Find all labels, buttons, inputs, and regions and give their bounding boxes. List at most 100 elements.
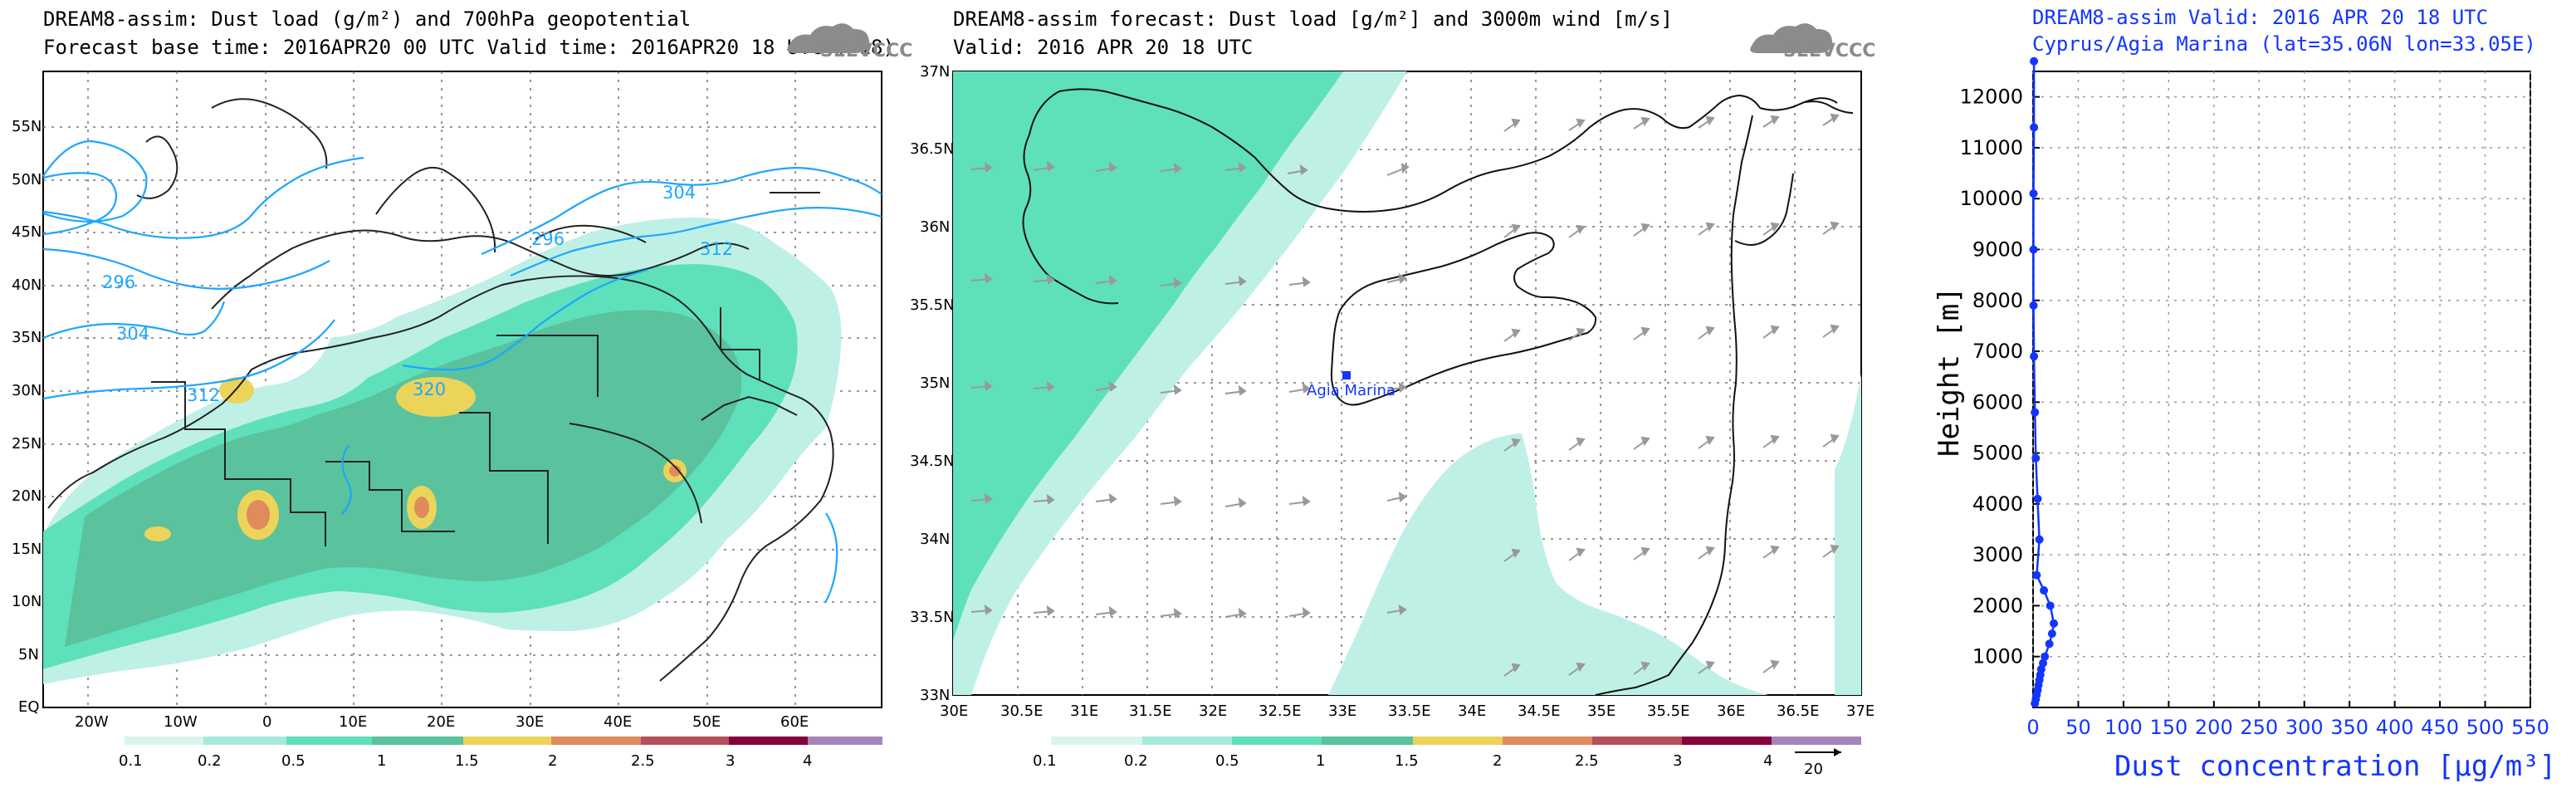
profile-y-tick-label: 3000: [1972, 543, 2023, 566]
dust-hotspot-west-africa-yellow: [219, 377, 254, 404]
left-lat-label-7: 35N: [12, 329, 42, 346]
profile-data-point: [2047, 629, 2056, 639]
middle-lon-label-0: 30E: [940, 702, 968, 720]
dust-hotspot-chad-orange: [414, 497, 429, 518]
profile-y-tick-label: 7000: [1972, 340, 2023, 363]
left-lon-label-4: 20E: [427, 713, 455, 731]
profile-grid: [2032, 71, 2531, 707]
left-colorbar-label-7: 3: [726, 752, 735, 770]
profile-x-tick-label: 500: [2466, 716, 2505, 739]
middle-wind-reference: 20: [1795, 748, 1841, 778]
left-colorbar-label-6: 2.5: [631, 752, 655, 770]
left-lat-label-4: 20N: [12, 487, 42, 505]
middle-colorbar-label-5: 2: [1493, 752, 1502, 770]
profile-y-tick-label: 4000: [1972, 492, 2023, 516]
profile-data-point: [2031, 408, 2040, 417]
profile-data-point: [2032, 570, 2041, 580]
profile-data-point: [2045, 639, 2054, 649]
profile-x-axis-title: Dust concentration [μg/m³]: [2114, 750, 2556, 783]
middle-lon-label-11: 35.5E: [1647, 702, 1689, 720]
middle-colorbar-label-0: 0.1: [1033, 752, 1057, 770]
left-lon-label-8: 60E: [780, 713, 809, 731]
left-colorbar-segment-5: [463, 737, 551, 745]
station-label: Agia Marina: [1307, 382, 1396, 399]
wind-reference-label: 20: [1804, 761, 1823, 778]
middle-lat-label-8: 37N: [920, 63, 950, 81]
profile-x-tick-label: 450: [2421, 716, 2459, 739]
left-colorbar-label-4: 1.5: [455, 752, 479, 770]
middle-colorbar-label-8: 4: [1763, 752, 1772, 770]
middle-lon-label-4: 32E: [1199, 702, 1227, 720]
left-colorbar-segment-8: [729, 737, 808, 745]
left-colorbar-label-8: 4: [803, 752, 812, 770]
middle-coastlines: [1022, 88, 1854, 696]
contour-label-312-west: 312: [187, 385, 220, 405]
profile-data-point: [2050, 619, 2059, 628]
left-dust-fields: [43, 218, 842, 684]
profile-y-tick-label: 6000: [1972, 390, 2023, 414]
contour-label-296-east: 296: [531, 229, 565, 249]
middle-wind-arrows: [970, 113, 1840, 677]
left-lat-label-9: 45N: [12, 223, 42, 241]
left-lat-label-5: 25N: [12, 435, 42, 453]
left-lon-label-5: 30E: [516, 713, 544, 731]
middle-colorbar-segment-2: [1142, 737, 1232, 745]
middle-logo: SEEVCCC: [1750, 23, 1875, 61]
contour-label-312-east: 312: [700, 239, 733, 259]
profile-x-tick-label: 250: [2240, 716, 2278, 739]
left-lat-label-6: 30N: [12, 382, 42, 399]
middle-lon-label-12: 36E: [1717, 702, 1745, 720]
left-geopotential-contours: [42, 139, 882, 604]
left-logo-text: SEEVCCC: [820, 41, 912, 61]
left-colorbar-segment-2: [203, 737, 286, 745]
contour-label-304-east: 304: [662, 183, 696, 203]
middle-colorbar-segment-9: [1772, 737, 1861, 745]
left-colorbar-label-5: 2: [548, 752, 557, 770]
left-lat-label-8: 40N: [12, 277, 42, 294]
middle-colorbar-segment-1: [1051, 737, 1142, 745]
middle-lat-label-1: 33.5N: [910, 609, 955, 626]
profile-x-tick-label: 400: [2376, 716, 2414, 739]
left-panel: DREAM8-assim: Dust load (g/m²) and 700hP…: [12, 7, 912, 770]
middle-dust-mid-west: [953, 71, 1343, 641]
profile-data-point: [2029, 245, 2038, 254]
profile-data-point: [2035, 535, 2044, 544]
profile-plot-frame: [2032, 71, 2531, 708]
left-colorbar-label-0: 0.1: [119, 752, 143, 770]
middle-lat-label-6: 36N: [920, 218, 950, 236]
middle-colorbar-label-2: 0.5: [1215, 752, 1239, 770]
middle-dust-fields: [953, 71, 1861, 695]
profile-y-tick-label: 12000: [1960, 86, 2023, 109]
profile-axes: 0 50 100 150 200 250 300 350 400 450 500 550 1000 200…: [1960, 86, 2549, 739]
middle-logo-text: SEEVCCC: [1783, 41, 1875, 61]
middle-title-line-2: Valid: 2016 APR 20 18 UTC: [953, 36, 1253, 59]
middle-colorbar-segment-7: [1592, 737, 1682, 745]
profile-data-point: [2029, 189, 2038, 198]
dust-hotspot-egypt-yellow: [396, 377, 476, 417]
profile-y-tick-label: 2000: [1972, 594, 2023, 617]
profile-data-point: [2033, 494, 2042, 503]
left-colorbar-segment-7: [641, 737, 729, 745]
right-title-line-1: DREAM8-assim Valid: 2016 APR 20 18 UTC: [2032, 6, 2488, 29]
profile-data-point: [2046, 601, 2055, 610]
right-title-line-2: Cyprus/Agia Marina (lat=35.06N lon=33.05…: [2032, 32, 2536, 56]
profile-x-tick-label: 150: [2149, 716, 2187, 739]
middle-panel: DREAM8-assim forecast: Dust load [g/m²] …: [910, 7, 1875, 778]
left-colorbar-label-3: 1: [377, 752, 386, 770]
dust-hotspot-senegal-yellow: [144, 526, 171, 541]
middle-colorbar-segment-8: [1682, 737, 1772, 745]
left-lat-label-10: 50N: [12, 171, 42, 188]
left-colorbar-segment-1: [125, 737, 203, 745]
left-lon-label-7: 50E: [692, 713, 721, 731]
profile-data-point: [2030, 56, 2039, 66]
left-lat-label-1: 5N: [18, 646, 39, 663]
profile-y-tick-label: 11000: [1960, 136, 2023, 159]
profile-y-axis-title: Height [m]: [1933, 286, 1966, 457]
left-lat-label-2: 10N: [12, 593, 42, 610]
left-lon-labels: 20W 10W 0 10E 20E 30E 40E 50E 60E: [75, 713, 809, 731]
profile-x-tick-label: 300: [2285, 716, 2324, 739]
middle-colorbar-label-4: 1.5: [1395, 752, 1419, 770]
profile-x-tick-label: 350: [2330, 716, 2368, 739]
profile-x-tick-label: 100: [2104, 716, 2143, 739]
